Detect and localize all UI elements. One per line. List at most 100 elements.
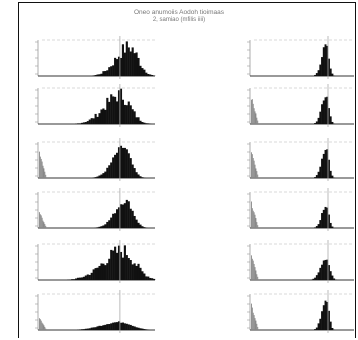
histogram-bar xyxy=(131,264,134,280)
histogram-bar xyxy=(110,217,113,228)
histogram-bar xyxy=(131,325,134,330)
histogram-bar xyxy=(127,153,130,178)
histogram-bar xyxy=(129,208,132,228)
histogram-bar xyxy=(116,152,119,178)
histogram-bar xyxy=(153,75,156,76)
histogram-bar xyxy=(131,164,134,178)
histogram-bar xyxy=(256,222,258,228)
histogram-bar xyxy=(314,177,317,178)
histogram-bar xyxy=(106,167,109,178)
histogram-bar xyxy=(123,245,126,280)
histogram-bar xyxy=(84,122,87,124)
histogram-bar xyxy=(106,97,109,124)
histogram-bar xyxy=(86,274,89,280)
histogram-bar xyxy=(256,171,258,178)
histogram-panel xyxy=(247,138,354,181)
histogram-bar xyxy=(82,122,85,124)
histogram-bar xyxy=(44,224,46,228)
histogram-bar xyxy=(319,64,322,76)
histogram-bar xyxy=(253,108,255,124)
histogram-bar xyxy=(41,217,43,228)
histogram-bar xyxy=(104,109,107,124)
histogram-bar xyxy=(114,57,117,76)
histogram-bar xyxy=(331,121,334,124)
histogram-bar xyxy=(321,158,323,178)
histogram-bar xyxy=(315,275,318,280)
histogram-bar xyxy=(114,96,117,124)
histogram-bar xyxy=(329,68,332,76)
histogram-bar xyxy=(326,207,329,228)
histogram-bar xyxy=(129,51,132,76)
histogram-bar xyxy=(326,301,329,330)
histogram-bar xyxy=(253,160,255,178)
histogram-bar xyxy=(45,225,47,228)
histogram-bar xyxy=(108,67,111,76)
histogram-bar xyxy=(137,327,140,330)
histogram-bar xyxy=(328,265,330,280)
histogram-bar xyxy=(141,122,144,124)
histogram-bar xyxy=(143,227,146,228)
histogram-bar xyxy=(133,215,136,228)
histogram-bar xyxy=(39,151,40,178)
histogram-bar xyxy=(319,220,322,228)
histogram-bar xyxy=(104,265,107,280)
histogram-bar xyxy=(133,326,136,330)
histogram-bar xyxy=(75,278,78,280)
histogram-bar xyxy=(116,101,119,124)
histogram-bar xyxy=(252,158,254,178)
histogram-bar xyxy=(324,97,327,124)
histogram-bar xyxy=(110,323,113,330)
histogram-bar xyxy=(39,318,40,330)
histogram-bar xyxy=(321,213,323,228)
histogram-panel xyxy=(247,84,354,127)
histogram-bar xyxy=(117,90,121,124)
histogram-bar xyxy=(125,105,128,124)
histogram-bar xyxy=(92,75,95,76)
histogram-bar xyxy=(102,225,105,228)
histogram-bar xyxy=(131,210,134,228)
histogram-bar xyxy=(328,58,330,76)
histogram-bar xyxy=(67,279,70,280)
histogram-bar xyxy=(88,119,91,124)
histogram-bar xyxy=(121,44,124,76)
histogram-bar xyxy=(96,176,99,178)
histogram-bar xyxy=(324,300,327,330)
histogram-bar xyxy=(254,318,256,330)
histogram-bar xyxy=(252,103,254,124)
histogram-bar xyxy=(331,175,334,178)
histogram-bar xyxy=(116,252,119,280)
histogram-bar xyxy=(326,45,329,76)
histogram-bar xyxy=(71,279,74,280)
histogram-bar xyxy=(92,327,95,330)
histogram-bar xyxy=(78,329,82,330)
histogram-bar xyxy=(42,323,44,330)
histogram-bar xyxy=(125,199,128,228)
histogram-bar xyxy=(100,226,103,228)
histogram-bar xyxy=(82,276,85,280)
histogram-bar xyxy=(114,213,117,228)
histogram-bar xyxy=(145,276,148,280)
histogram-bar xyxy=(135,117,138,124)
histogram-bar xyxy=(41,161,43,178)
histogram-bar xyxy=(39,156,41,178)
histogram-bar xyxy=(43,168,45,178)
histogram-bar xyxy=(137,117,140,124)
histogram-bar xyxy=(251,258,253,280)
histogram-bar xyxy=(43,325,45,330)
histogram-bar xyxy=(315,327,318,330)
histogram-bar xyxy=(108,220,111,228)
histogram-bar xyxy=(317,117,320,124)
histogram-bar xyxy=(127,201,130,228)
histogram-bar xyxy=(123,323,126,330)
histogram-bar xyxy=(96,116,99,124)
histogram-bar xyxy=(39,212,40,228)
histogram-bar xyxy=(255,270,257,280)
histogram-bar xyxy=(322,47,325,76)
histogram-bar xyxy=(112,250,115,280)
histogram-bar xyxy=(137,174,140,178)
histogram-bar xyxy=(314,227,317,228)
histogram-bar xyxy=(121,204,124,228)
histogram-bar xyxy=(80,277,84,280)
figure-subtitle: 2, samiao (mfilis iiii) xyxy=(152,17,206,23)
histogram-bar xyxy=(110,66,113,76)
